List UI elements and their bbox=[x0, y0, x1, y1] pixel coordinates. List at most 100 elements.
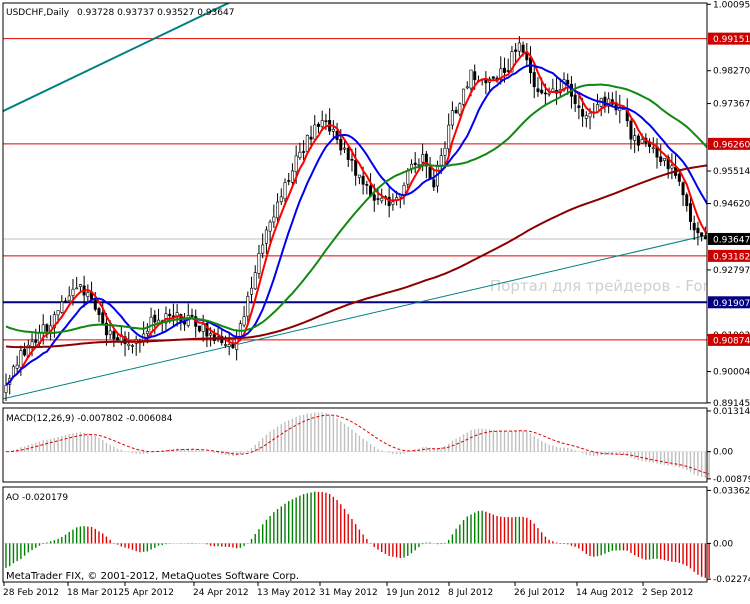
macd-tick-label: 0.013143 bbox=[713, 407, 750, 417]
candle bbox=[320, 110, 324, 132]
candle bbox=[696, 221, 700, 246]
date-tick-label: 8 Jul 2012 bbox=[448, 588, 493, 598]
ao-tick-label: -0.02274 bbox=[713, 575, 750, 585]
candle bbox=[287, 172, 291, 186]
price-tick-label: 0.89145 bbox=[713, 399, 750, 409]
candle bbox=[75, 276, 79, 290]
price-marker-label: 0.96260 bbox=[713, 140, 750, 150]
candle bbox=[357, 174, 361, 185]
ao-tick-label: 0.033627 bbox=[713, 486, 750, 496]
candle bbox=[15, 355, 19, 373]
candle bbox=[331, 120, 335, 140]
date-tick-label: 18 Mar 2012 bbox=[67, 588, 124, 598]
candle bbox=[197, 325, 201, 333]
candle bbox=[253, 265, 257, 290]
candle bbox=[432, 168, 436, 191]
date-tick-label: 24 Apr 2012 bbox=[193, 588, 249, 598]
macd-signal-line bbox=[5, 414, 710, 475]
price-marker bbox=[708, 32, 750, 45]
candle bbox=[302, 140, 306, 161]
candle bbox=[536, 76, 540, 97]
candle bbox=[272, 204, 276, 229]
candle bbox=[700, 232, 704, 242]
candle bbox=[268, 219, 272, 243]
candle bbox=[677, 171, 681, 187]
date-tick-label: 14 Aug 2012 bbox=[576, 588, 634, 598]
ma-fast-line[interactable] bbox=[5, 50, 709, 386]
candle bbox=[290, 163, 294, 186]
watermark-text: Портал для трейдеров - ForTrader.ru bbox=[490, 277, 750, 295]
candle bbox=[365, 180, 369, 195]
candle bbox=[316, 122, 320, 134]
candle bbox=[86, 284, 90, 302]
candle bbox=[692, 215, 696, 241]
channel-lower-trendline[interactable] bbox=[2, 222, 750, 400]
price-tick-label: 0.98270 bbox=[713, 67, 750, 77]
price-tick-label: 0.95514 bbox=[713, 167, 750, 177]
price-panel[interactable]: Портал для трейдеров - ForTrader.ru USDC… bbox=[2, 0, 750, 409]
candle bbox=[670, 153, 674, 180]
price-marker-label: 0.90874 bbox=[713, 336, 750, 346]
price-marker-label: 0.99151 bbox=[713, 35, 750, 45]
macd-panel[interactable]: MACD(12,26,9) -0.007802 -0.006084 0.0131… bbox=[2, 407, 750, 485]
date-tick-label: 2 Sep 2012 bbox=[642, 588, 693, 598]
macd-tick-label: 0.00 bbox=[713, 448, 733, 458]
time-axis: 28 Feb 2012 18 Mar 2012 5 Apr 2012 24 Apr 2… bbox=[3, 582, 693, 598]
candle bbox=[343, 141, 347, 154]
ma-long-line[interactable] bbox=[5, 164, 709, 349]
ao-panel[interactable]: AO -0.020179 0.033627 0.00 -0.02274 MetaTr… bbox=[2, 486, 750, 585]
price-marker-label: 0.91907 bbox=[713, 299, 750, 309]
candle bbox=[584, 111, 588, 128]
macd-axis: 0.013143 0.00 -0.00879 bbox=[707, 407, 750, 485]
macd-title: MACD(12,26,9) -0.007802 -0.006084 bbox=[6, 414, 173, 424]
price-axis: 1.00095 0.98270 0.97367 0.95514 0.94620 0.927… bbox=[707, 0, 750, 409]
ao-title: AO -0.020179 bbox=[6, 493, 68, 503]
copyright-text: MetaTrader FIX, © 2001-2012, MetaQuotes … bbox=[6, 571, 299, 582]
price-marker bbox=[708, 296, 750, 309]
candle bbox=[465, 81, 469, 90]
candle bbox=[242, 305, 246, 328]
price-marker bbox=[708, 232, 750, 245]
candle bbox=[346, 144, 350, 167]
candle bbox=[577, 93, 581, 120]
price-tick-label: 1.00095 bbox=[713, 0, 750, 10]
candle bbox=[514, 43, 518, 63]
candle bbox=[454, 106, 458, 114]
candle bbox=[633, 127, 637, 153]
price-marker-label: 0.93182 bbox=[713, 252, 750, 262]
ma-mid-line[interactable] bbox=[5, 64, 709, 386]
candle bbox=[227, 332, 231, 356]
candle bbox=[387, 186, 391, 218]
candle bbox=[97, 306, 101, 323]
ma-slow-line[interactable] bbox=[5, 83, 709, 334]
candle bbox=[104, 312, 108, 346]
candle bbox=[447, 113, 451, 159]
candle bbox=[681, 181, 685, 207]
candle bbox=[566, 73, 570, 95]
date-tick-label: 31 May 2012 bbox=[319, 588, 378, 598]
candle bbox=[662, 157, 666, 167]
candle bbox=[413, 152, 417, 174]
date-tick-label: 13 May 2012 bbox=[257, 588, 316, 598]
candle bbox=[688, 197, 692, 231]
date-tick-label: 26 Jul 2012 bbox=[514, 588, 565, 598]
symbol-timeframe: USDCHF,Daily bbox=[6, 8, 70, 18]
candle bbox=[4, 373, 8, 402]
candle bbox=[279, 188, 283, 205]
candle bbox=[64, 297, 68, 303]
price-marker bbox=[708, 249, 750, 262]
candle bbox=[659, 144, 663, 167]
candle bbox=[257, 244, 261, 279]
price-marker bbox=[708, 333, 750, 346]
macd-tick-label: -0.00879 bbox=[713, 475, 750, 485]
candle bbox=[685, 192, 689, 212]
candle bbox=[283, 178, 287, 205]
date-tick-label: 19 Jun 2012 bbox=[386, 588, 440, 598]
ao-tick-label: 0.00 bbox=[713, 539, 733, 549]
candle bbox=[443, 141, 447, 168]
price-tick-label: 0.90004 bbox=[713, 368, 750, 378]
channel-upper-trendline[interactable] bbox=[2, 0, 556, 113]
price-tick-label: 0.97367 bbox=[713, 100, 750, 110]
price-marker bbox=[708, 137, 750, 150]
